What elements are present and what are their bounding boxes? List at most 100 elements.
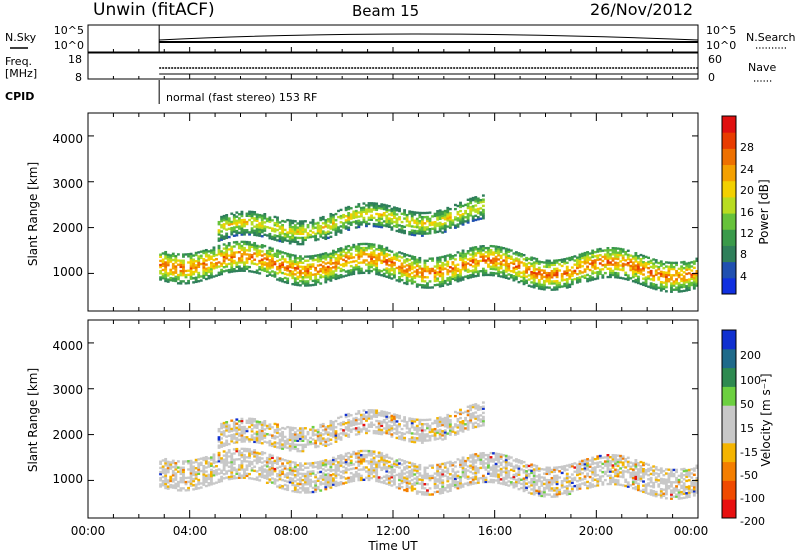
power-cell (359, 210, 363, 214)
velocity-cell (298, 433, 302, 436)
power-cell (418, 228, 422, 231)
power-cell (210, 255, 213, 258)
power-cell (558, 285, 562, 289)
velocity-cell (271, 454, 274, 457)
power-cell (339, 273, 343, 277)
velocity-cell (405, 425, 409, 428)
velocity-cell (298, 429, 302, 432)
power-cell (441, 266, 445, 269)
power-cell (517, 262, 521, 265)
power-cell (354, 211, 358, 215)
velocity-cell (377, 480, 381, 483)
power-cell (169, 276, 173, 280)
velocity-cell (215, 473, 218, 476)
velocity-cell (258, 456, 262, 459)
power-cell (237, 227, 241, 230)
power-cell (515, 267, 518, 271)
velocity-cell (471, 459, 475, 463)
power-cell (408, 254, 412, 258)
velocity-cell (446, 413, 450, 417)
velocity-cell (281, 470, 285, 473)
power-cell (586, 259, 590, 262)
power-cell (212, 258, 216, 262)
velocity-cell (461, 420, 465, 423)
power-cell (271, 249, 274, 253)
power-cell (380, 225, 384, 229)
power-cell (527, 274, 531, 277)
velocity-cell (393, 477, 396, 480)
power-cell (629, 268, 633, 272)
power-cell (606, 251, 610, 254)
power-cell (393, 224, 396, 228)
power-cell (288, 237, 292, 241)
velocity-cell (405, 427, 409, 430)
power-cell (438, 274, 442, 278)
power-cell (370, 247, 373, 250)
power-cell (243, 240, 246, 244)
power-cell (324, 272, 328, 276)
velocity-cell (403, 480, 407, 484)
power-cell (606, 249, 610, 252)
power-cell (659, 262, 663, 265)
power-cell (474, 254, 478, 257)
power-cell (471, 271, 475, 274)
velocity-cell (380, 458, 384, 461)
power-cell (476, 262, 480, 265)
power-cell (466, 221, 470, 224)
power-cell (436, 283, 440, 286)
power-cell (423, 276, 427, 279)
power-cell (479, 201, 483, 204)
power-cell (634, 270, 638, 273)
power-cell (271, 257, 274, 261)
power-cell (479, 207, 483, 210)
power-cell (365, 263, 368, 266)
velocity-cell (415, 490, 419, 493)
velocity-cell (199, 457, 203, 460)
velocity-cell (225, 435, 229, 438)
power-cell (603, 257, 607, 260)
power-cell (456, 263, 460, 266)
velocity-cell (415, 424, 419, 428)
power-cell (225, 250, 229, 254)
power-cell (324, 254, 328, 257)
power-cell (420, 224, 424, 227)
power-cell (359, 255, 363, 258)
velocity-cell (298, 435, 302, 438)
velocity-cell (385, 415, 389, 418)
power-cell (288, 240, 292, 243)
power-cell (210, 261, 213, 265)
power-cell (548, 263, 551, 267)
power-cell (393, 272, 396, 275)
power-cell (654, 261, 658, 264)
velocity-cell (339, 474, 343, 478)
power-cell (548, 276, 551, 279)
power-cell (499, 267, 503, 270)
power-cell (192, 254, 196, 257)
velocity-cell (293, 467, 297, 471)
power-cell (339, 276, 343, 279)
power-cell (347, 214, 351, 217)
power-cell (380, 213, 384, 216)
power-cell (621, 254, 625, 257)
power-cell (576, 266, 579, 270)
velocity-cell (451, 468, 455, 471)
velocity-cell (387, 420, 391, 423)
velocity-cell (176, 484, 180, 488)
power-cell (560, 264, 564, 268)
power-cell (189, 275, 193, 278)
velocity-cell (174, 482, 178, 486)
power-cell (532, 286, 536, 289)
power-cell (260, 260, 264, 263)
power-cell (260, 268, 264, 272)
velocity-cell (410, 485, 414, 488)
power-cell (395, 221, 399, 224)
power-cell (349, 217, 353, 220)
power-colorbar-segment (722, 180, 736, 198)
power-cell (448, 276, 452, 279)
velocity-cell (212, 472, 216, 475)
power-cell (199, 254, 203, 257)
power-cell (611, 251, 615, 254)
velocity-cell (225, 451, 229, 455)
power-cell (298, 259, 302, 262)
power-cell (174, 265, 178, 268)
